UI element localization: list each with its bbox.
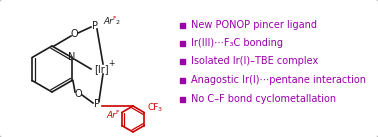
Text: Anagostic Ir(I)⋯pentane interaction: Anagostic Ir(I)⋯pentane interaction <box>191 75 366 85</box>
Bar <box>180 78 185 82</box>
Text: F: F <box>115 111 119 115</box>
Text: Ir(III)⋯F₃C bonding: Ir(III)⋯F₃C bonding <box>191 38 283 48</box>
Bar <box>180 96 185 102</box>
Bar <box>180 58 185 64</box>
Text: CF: CF <box>148 103 160 112</box>
Text: Isolated Ir(I)–TBE complex: Isolated Ir(I)–TBE complex <box>191 56 318 66</box>
Bar <box>180 22 185 28</box>
Bar <box>180 41 185 45</box>
Text: Ar: Ar <box>106 112 116 121</box>
Text: P: P <box>92 21 98 31</box>
Text: 2: 2 <box>116 19 120 25</box>
Text: O: O <box>70 29 78 39</box>
Text: P: P <box>94 99 100 109</box>
Text: F: F <box>112 16 116 22</box>
Text: 3: 3 <box>158 107 161 112</box>
Text: N: N <box>68 52 76 62</box>
Text: O: O <box>74 89 82 99</box>
Text: New PONOP pincer ligand: New PONOP pincer ligand <box>191 20 317 30</box>
Text: Ar: Ar <box>103 18 113 26</box>
Text: [Ir]: [Ir] <box>94 64 108 74</box>
Text: +: + <box>108 59 114 68</box>
Text: No C–F bond cyclometallation: No C–F bond cyclometallation <box>191 94 336 104</box>
